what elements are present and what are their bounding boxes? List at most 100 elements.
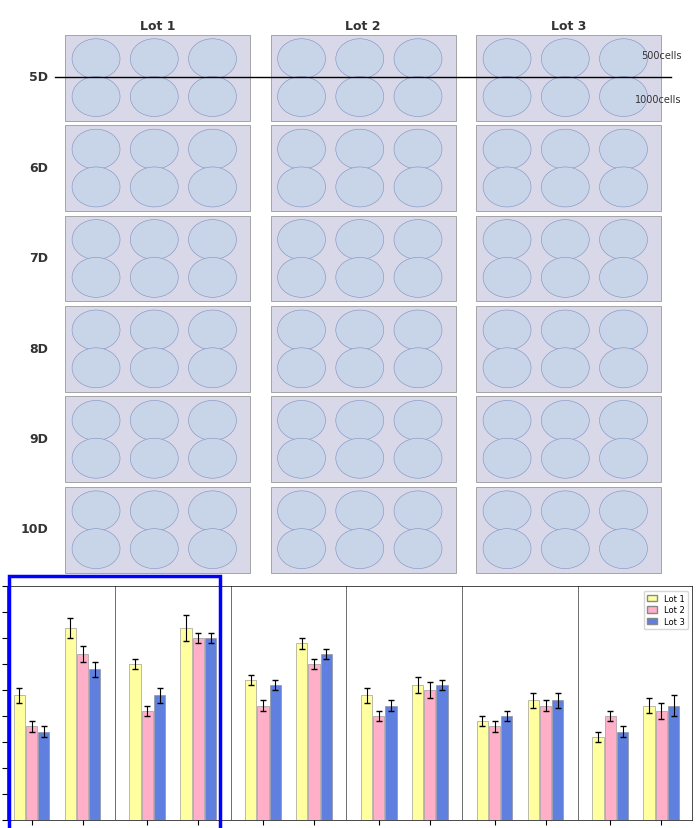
Circle shape [541,258,589,298]
Circle shape [336,349,384,388]
Circle shape [130,168,178,208]
Circle shape [72,258,120,298]
FancyBboxPatch shape [65,397,250,483]
Bar [552,700,563,820]
Circle shape [130,40,178,79]
Bar [129,664,140,820]
Circle shape [189,40,236,79]
Circle shape [72,401,120,440]
Bar [257,705,268,820]
Bar [656,711,667,820]
Bar [308,664,319,820]
Circle shape [72,529,120,569]
Circle shape [483,349,531,388]
Bar [205,638,216,820]
Circle shape [336,401,384,440]
Circle shape [189,349,236,388]
Bar [13,696,25,820]
Circle shape [336,439,384,479]
Circle shape [278,401,326,440]
Circle shape [278,310,326,350]
Bar [385,705,397,820]
Bar [180,628,192,820]
Circle shape [483,220,531,260]
Circle shape [483,258,531,298]
Circle shape [483,130,531,170]
Circle shape [72,310,120,350]
Bar [142,711,153,820]
Circle shape [394,78,442,118]
Circle shape [278,258,326,298]
Text: 5D: 5D [29,71,48,84]
Circle shape [483,401,531,440]
FancyBboxPatch shape [271,397,456,483]
Circle shape [600,168,647,208]
Circle shape [130,220,178,260]
Bar [424,691,435,820]
Bar [296,643,308,820]
Bar [617,732,628,820]
FancyBboxPatch shape [271,36,456,122]
FancyBboxPatch shape [271,126,456,212]
Circle shape [541,130,589,170]
FancyBboxPatch shape [65,216,250,302]
FancyBboxPatch shape [65,36,250,122]
Bar [154,696,165,820]
Circle shape [336,310,384,350]
Circle shape [394,40,442,79]
Circle shape [189,439,236,479]
Circle shape [130,349,178,388]
Circle shape [130,258,178,298]
Text: 8D: 8D [29,342,48,355]
Circle shape [541,401,589,440]
Circle shape [541,310,589,350]
Circle shape [130,130,178,170]
Bar [540,705,552,820]
Circle shape [189,130,236,170]
Circle shape [336,529,384,569]
Circle shape [483,529,531,569]
Circle shape [278,78,326,118]
Circle shape [541,439,589,479]
Circle shape [541,220,589,260]
Circle shape [600,220,647,260]
Circle shape [541,78,589,118]
Circle shape [72,168,120,208]
Circle shape [336,491,384,532]
Circle shape [189,168,236,208]
Circle shape [189,220,236,260]
Circle shape [600,401,647,440]
Bar [89,670,101,820]
FancyBboxPatch shape [271,216,456,302]
Bar [270,685,281,820]
Circle shape [394,258,442,298]
Circle shape [394,310,442,350]
Circle shape [483,168,531,208]
Circle shape [278,491,326,532]
Bar [605,716,616,820]
Circle shape [189,401,236,440]
FancyBboxPatch shape [65,126,250,212]
Circle shape [394,220,442,260]
FancyBboxPatch shape [476,397,661,483]
Circle shape [541,491,589,532]
Circle shape [541,349,589,388]
Circle shape [541,529,589,569]
Bar [245,680,257,820]
Bar [321,654,332,820]
Circle shape [336,220,384,260]
Circle shape [72,349,120,388]
FancyBboxPatch shape [65,487,250,573]
Bar [361,696,372,820]
Text: Lot 1: Lot 1 [140,20,175,32]
Bar [38,732,50,820]
Text: 9D: 9D [29,432,48,445]
Circle shape [541,40,589,79]
Circle shape [278,40,326,79]
Circle shape [483,439,531,479]
Circle shape [278,529,326,569]
FancyBboxPatch shape [476,306,661,392]
Circle shape [189,310,236,350]
Circle shape [483,310,531,350]
Bar [477,721,488,820]
